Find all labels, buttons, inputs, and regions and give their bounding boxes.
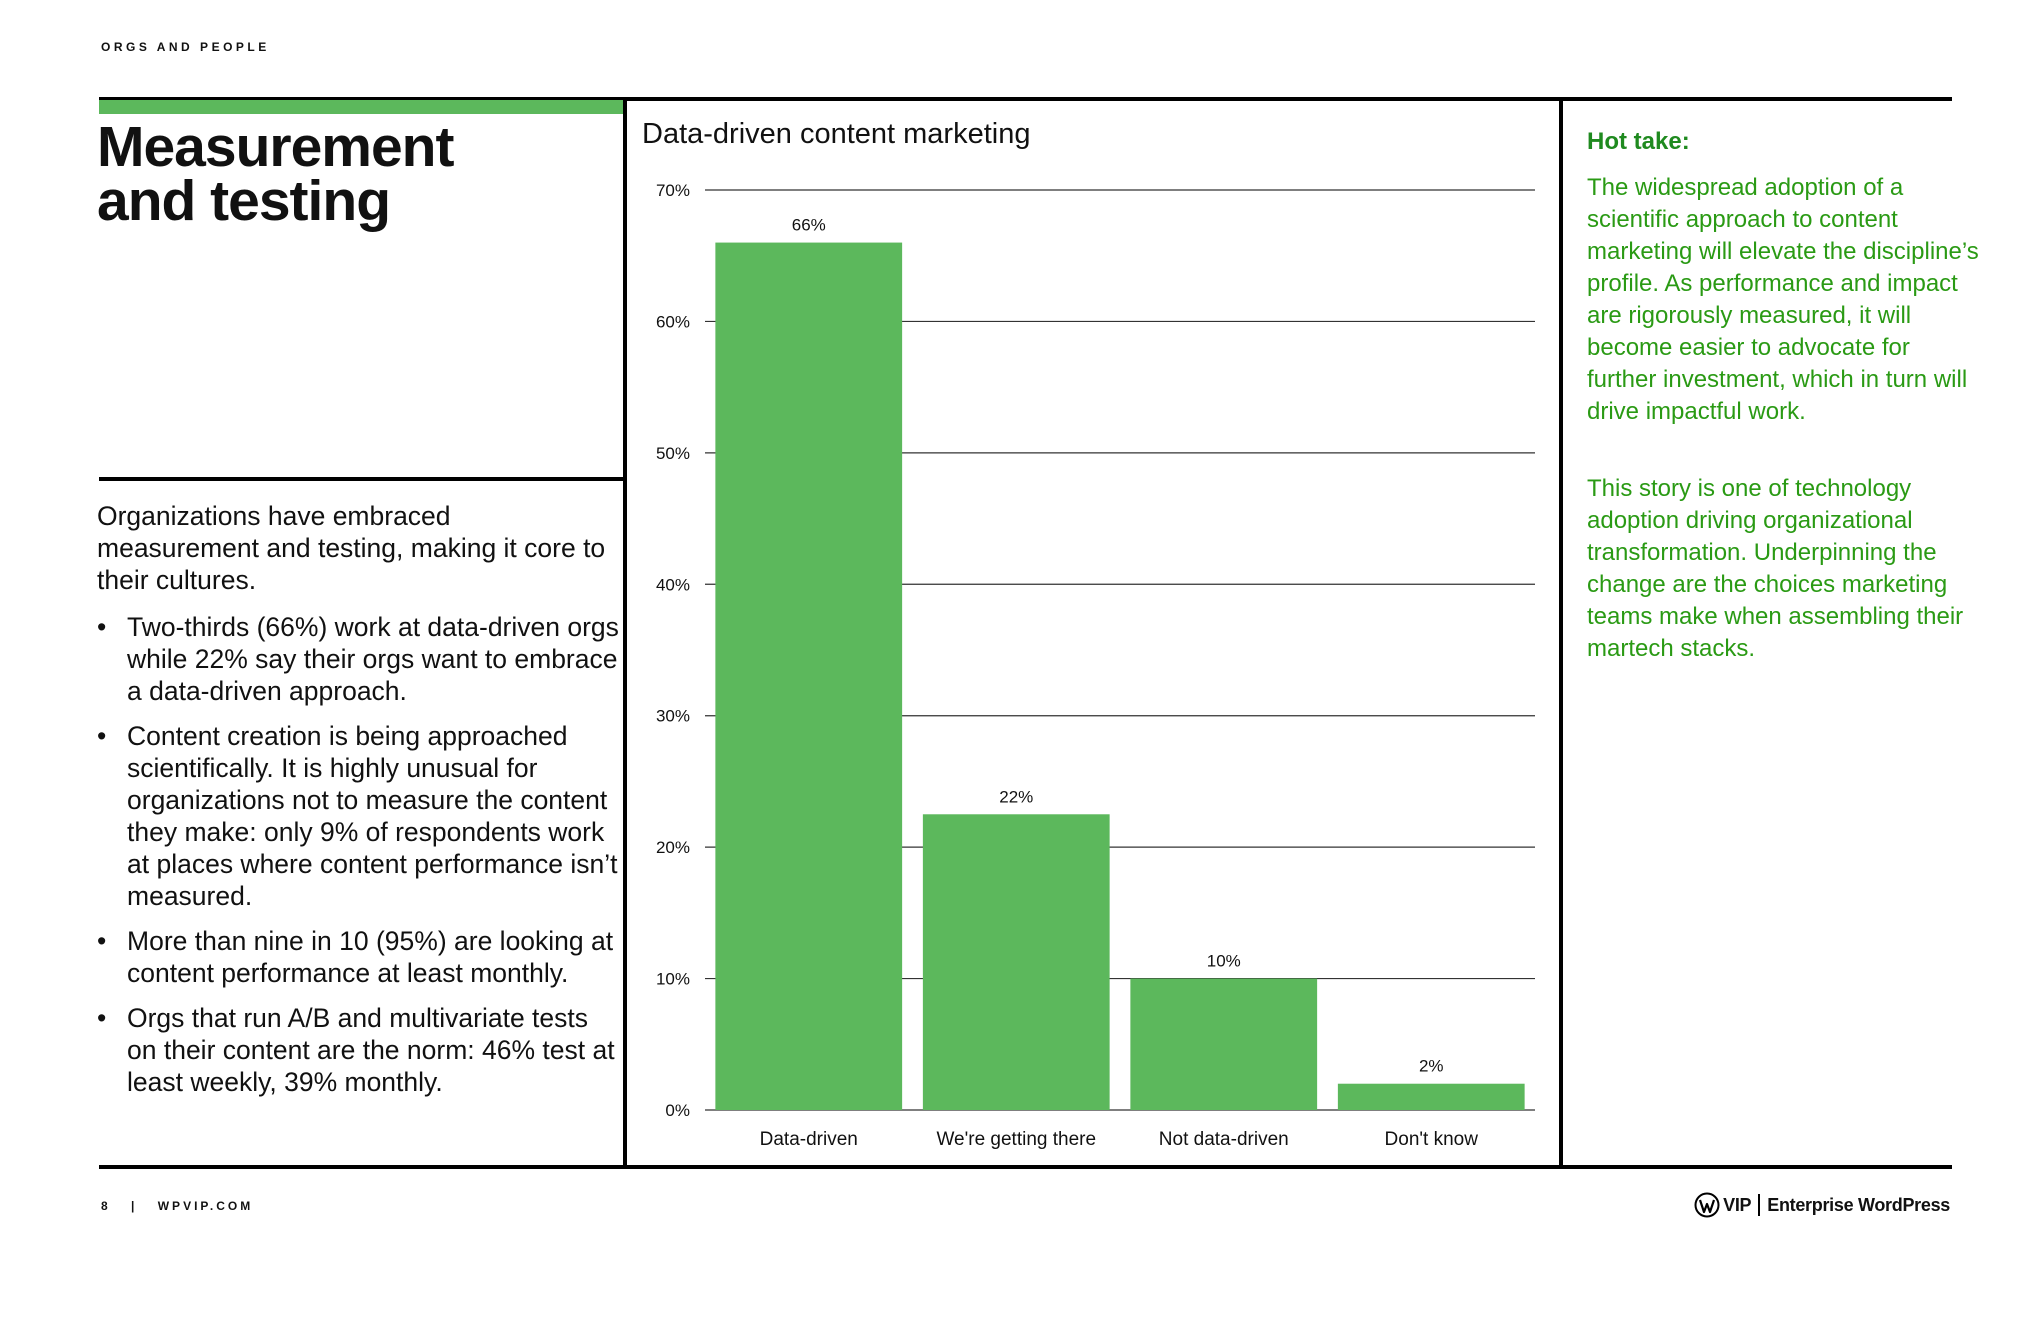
x-tick-label: We're getting there: [936, 1129, 1096, 1150]
hot-take-paragraph-2: This story is one of technology adoption…: [1587, 475, 1964, 662]
y-tick-label: 20%: [656, 838, 690, 857]
y-tick-label: 60%: [656, 312, 690, 331]
brand-logo[interactable]: VIP Enterprise WordPress: [1694, 1192, 1950, 1218]
accent-bar: [99, 100, 623, 114]
list-item: More than nine in 10 (95%) are looking a…: [97, 925, 622, 989]
findings-list: Two-thirds (66%) work at data-driven org…: [97, 611, 622, 1111]
data-label: 66%: [792, 216, 826, 235]
bar: [715, 242, 903, 1111]
data-label: 22%: [999, 787, 1033, 806]
y-tick-label: 30%: [656, 707, 690, 726]
footer-left: 8 | WPVIP.COM: [101, 1199, 253, 1213]
brand-divider: [1758, 1194, 1761, 1216]
list-item: Two-thirds (66%) work at data-driven org…: [97, 611, 622, 707]
column-divider-left: [623, 97, 627, 1169]
page-number: 8: [101, 1199, 111, 1213]
wordpress-icon: [1694, 1192, 1720, 1218]
intro-paragraph: Organizations have embraced measurement …: [97, 501, 606, 595]
section-eyebrow: ORGS AND PEOPLE: [101, 40, 270, 54]
brand-name: Enterprise WordPress: [1767, 1194, 1950, 1215]
page-title: Measurement and testing: [97, 115, 597, 233]
bar: [1130, 978, 1318, 1110]
y-tick-label: 50%: [656, 444, 690, 463]
footer-separator: |: [131, 1199, 138, 1213]
list-item: Orgs that run A/B and multivariate tests…: [97, 1002, 622, 1098]
bar: [1337, 1083, 1525, 1110]
x-tick-label: Don't know: [1385, 1129, 1479, 1150]
brand-vip: VIP: [1723, 1194, 1752, 1215]
x-tick-label: Data-driven: [760, 1129, 858, 1150]
y-tick-label: 70%: [656, 181, 690, 200]
list-item: Content creation is being approached sci…: [97, 720, 622, 912]
bar-chart: 0% 10% 20% 30% 40% 50% 60% 70% 66% Data-driven 22%…: [656, 181, 1535, 1150]
top-rule: [99, 97, 1952, 101]
bottom-rule: [99, 1165, 1952, 1169]
footer-site-link[interactable]: WPVIP.COM: [157, 1199, 254, 1213]
bar: [922, 814, 1110, 1110]
title-line-1: Measurement: [97, 115, 454, 179]
y-tick-label: 40%: [656, 575, 690, 594]
hot-take-paragraph-1: The widespread adoption of a scientific …: [1587, 174, 1979, 425]
x-tick-label: Not data-driven: [1159, 1129, 1289, 1150]
y-tick-label: 10%: [656, 970, 690, 989]
data-label: 10%: [1207, 952, 1241, 971]
hot-take-heading: Hot take:: [1587, 128, 1690, 155]
title-line-2: and testing: [97, 169, 391, 233]
left-mid-rule: [99, 477, 625, 481]
chart-title: Data-driven content marketing: [642, 118, 1031, 150]
data-label: 2%: [1419, 1057, 1444, 1076]
column-divider-right: [1559, 97, 1563, 1169]
y-tick-label: 0%: [665, 1101, 690, 1120]
